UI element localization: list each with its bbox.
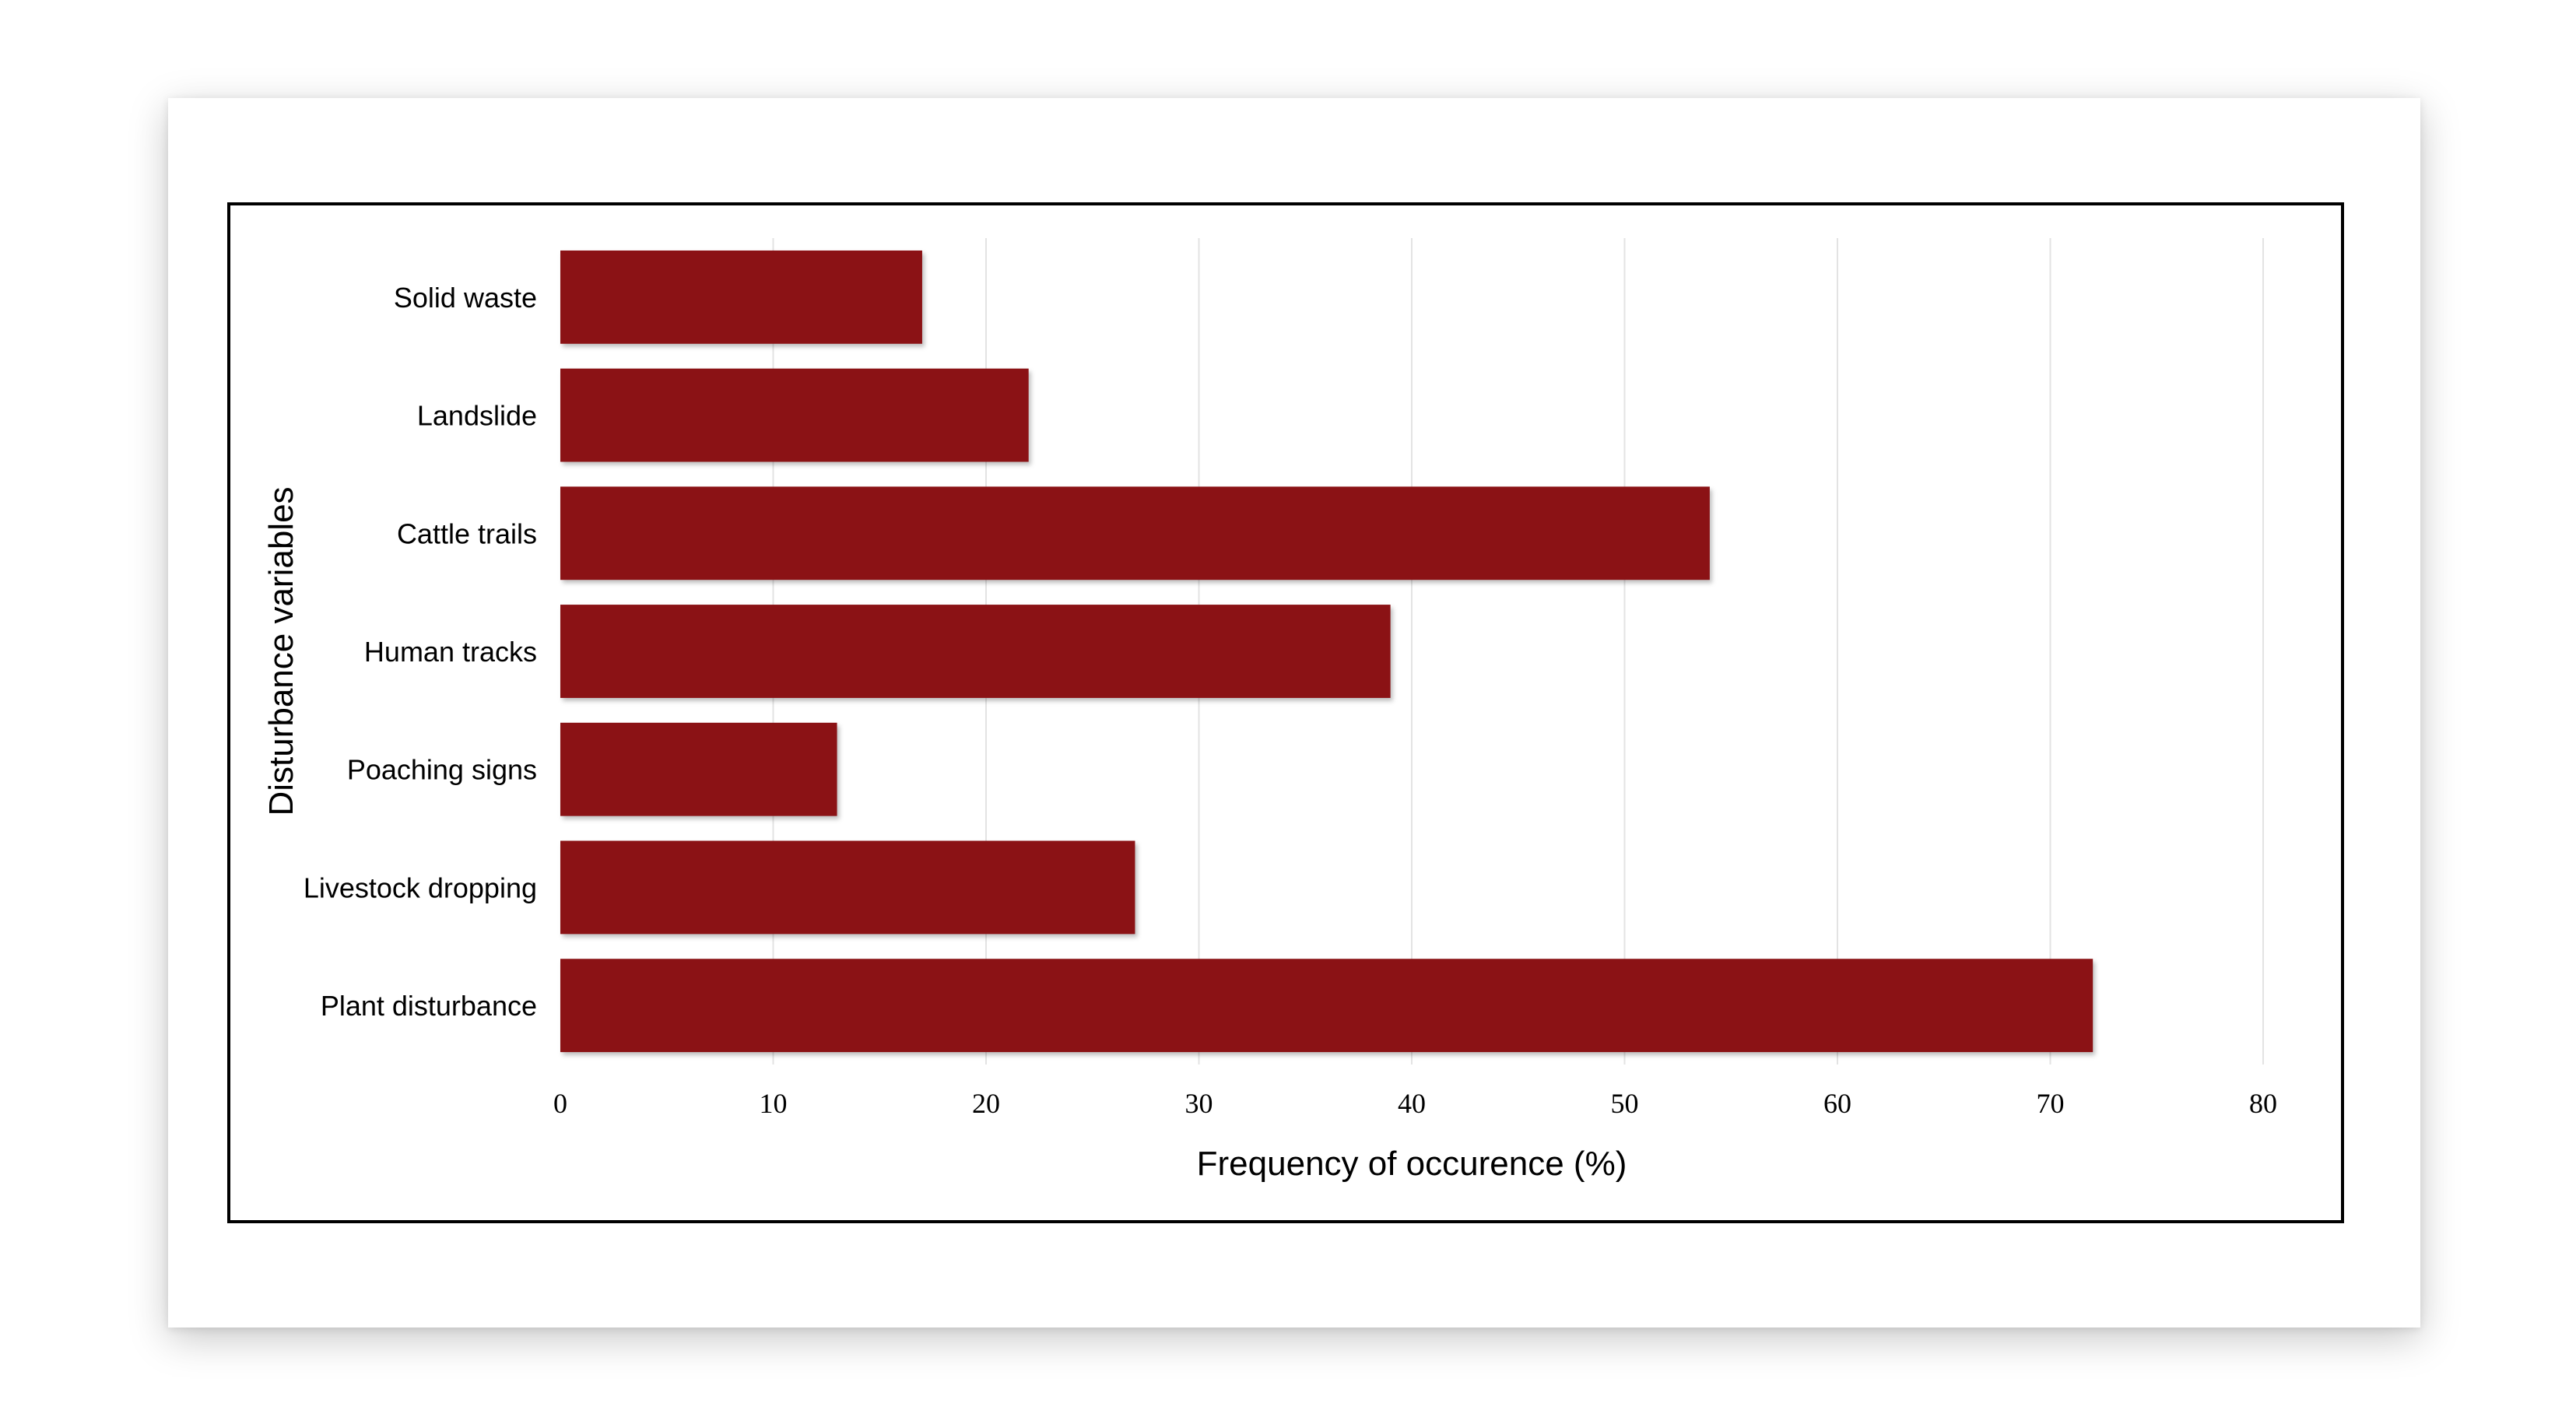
x-tick-label: 10 <box>760 1088 788 1119</box>
category-label: Landslide <box>417 400 537 432</box>
x-axis-title: Frequency of occurence (%) <box>1197 1145 1627 1183</box>
bar <box>560 605 1391 698</box>
bar <box>560 722 837 816</box>
chart-frame: Solid waste Landslide Cattle trails Human t… <box>227 202 2344 1223</box>
x-tick-label: 70 <box>2037 1088 2065 1119</box>
bars <box>560 250 2093 1053</box>
figure-card: Solid waste Landslide Cattle trails Human t… <box>168 98 2420 1328</box>
category-label: Cattle trails <box>397 517 537 549</box>
category-label: Solid waste <box>394 282 537 314</box>
x-tick-labels: 0 10 20 30 40 50 60 70 80 <box>553 1088 2277 1119</box>
category-label: Livestock dropping <box>304 872 537 903</box>
bar <box>560 368 1029 462</box>
category-label: Plant disturbance <box>321 990 537 1022</box>
bar <box>560 486 1710 580</box>
x-tick-label: 30 <box>1185 1088 1213 1119</box>
bar-chart: Solid waste Landslide Cattle trails Human t… <box>262 238 2277 1183</box>
x-tick-label: 20 <box>972 1088 1000 1119</box>
bar <box>560 250 922 344</box>
category-labels: Solid waste Landslide Cattle trails Human t… <box>304 282 537 1022</box>
category-label: Poaching signs <box>347 754 537 786</box>
x-tick-label: 0 <box>553 1088 567 1119</box>
category-label: Human tracks <box>364 636 537 668</box>
x-tick-label: 60 <box>1823 1088 1851 1119</box>
x-tick-label: 80 <box>2249 1088 2277 1119</box>
y-axis-title: Disturbance variables <box>262 486 300 815</box>
bar <box>560 959 2093 1053</box>
x-tick-label: 40 <box>1398 1088 1426 1119</box>
bar <box>560 840 1135 935</box>
x-tick-label: 50 <box>1611 1088 1639 1119</box>
